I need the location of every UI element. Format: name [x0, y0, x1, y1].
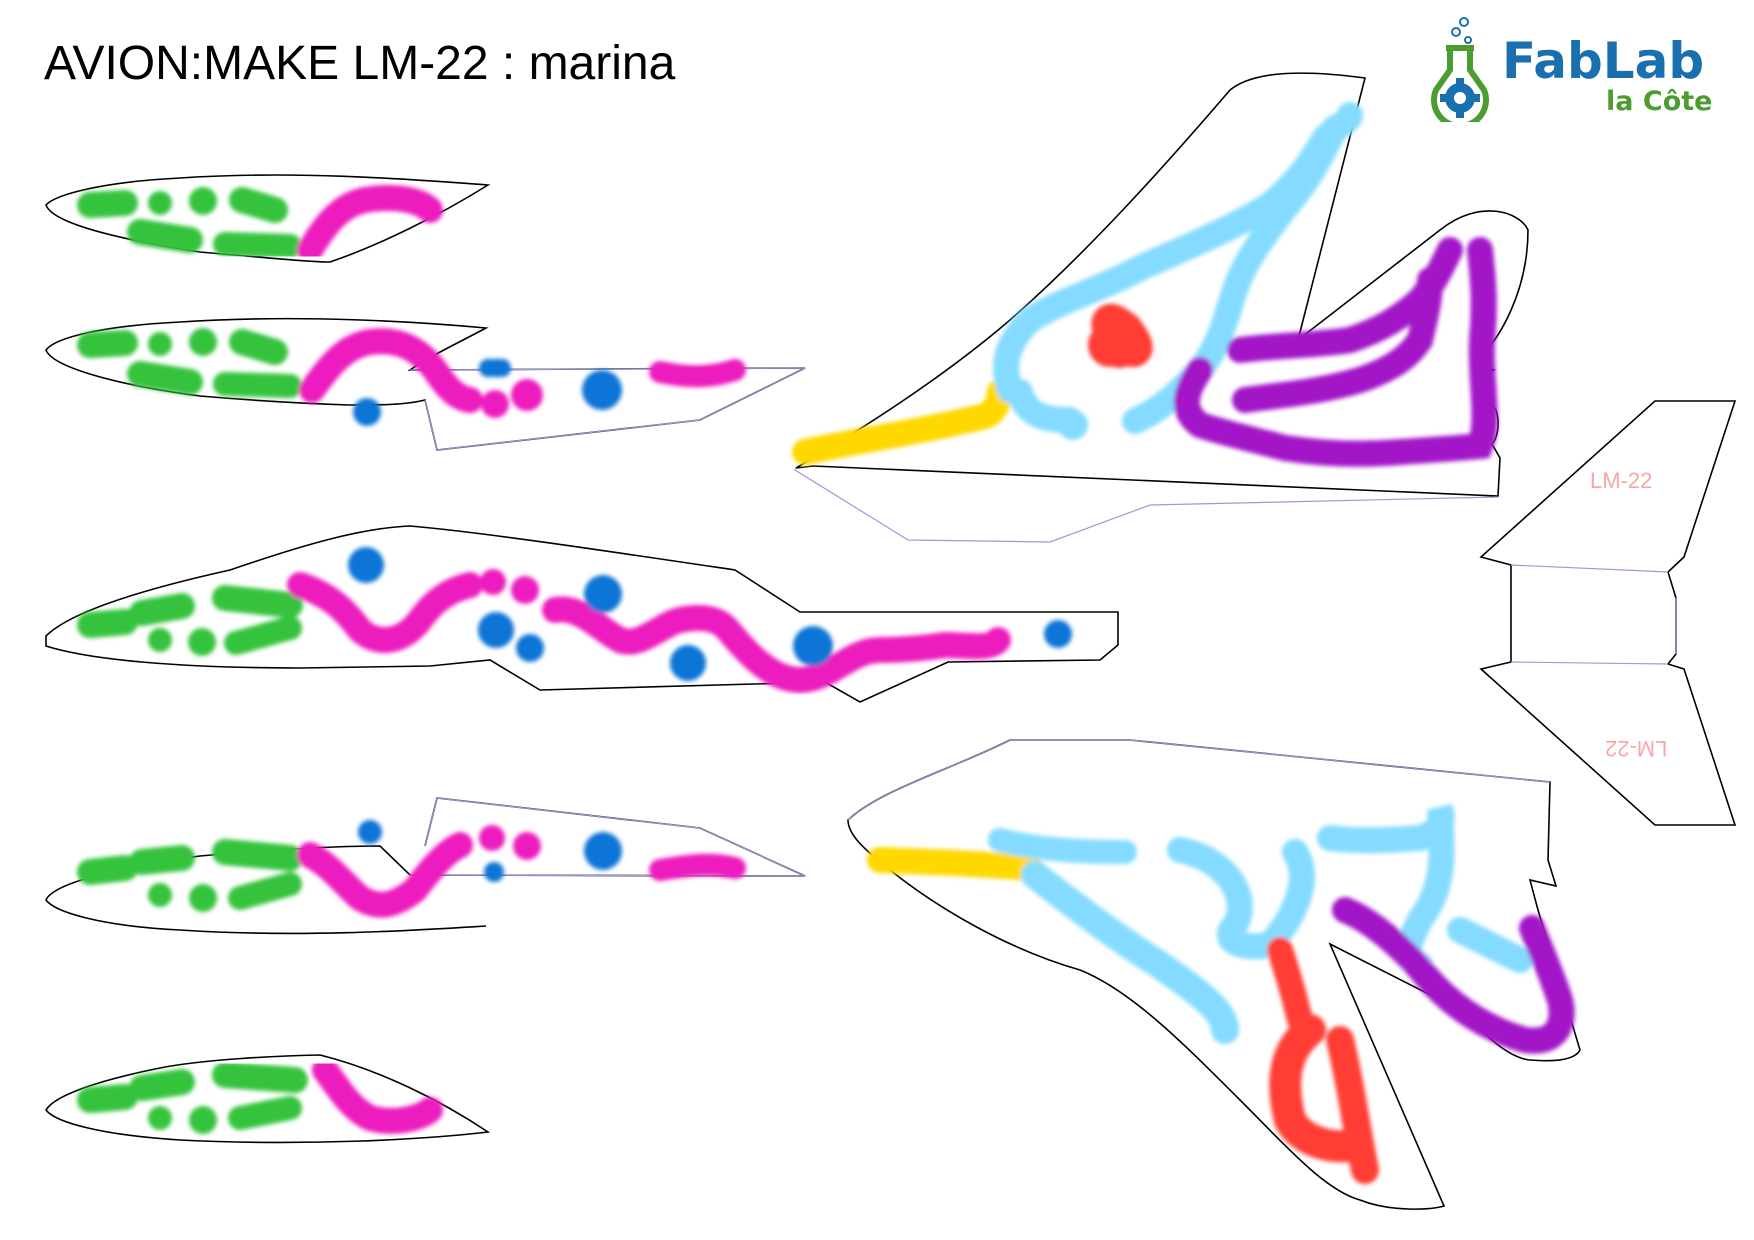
wing-piece-lower [847, 739, 1581, 1210]
canopy-piece-extended [45, 317, 806, 451]
wing-piece-upper [792, 72, 1529, 543]
tail-label-upper: LM-22 [1590, 468, 1653, 493]
fablab-logo: FabLab la Côte [1420, 12, 1713, 122]
canopy-piece-bottom [45, 1054, 491, 1144]
canopy-piece-lower-extended [45, 797, 806, 935]
flask-gear-icon [1431, 17, 1489, 122]
tail-piece [1479, 400, 1737, 826]
logo-subtitle: la Côte [1606, 86, 1713, 117]
canopy-piece-top [45, 174, 491, 263]
logo-wordmark: FabLab [1502, 32, 1705, 90]
page-title: AVION:MAKE LM-22 : marina [44, 37, 676, 90]
fuselage-piece [45, 525, 1119, 703]
tail-label-lower: LM-22 [1605, 736, 1668, 761]
